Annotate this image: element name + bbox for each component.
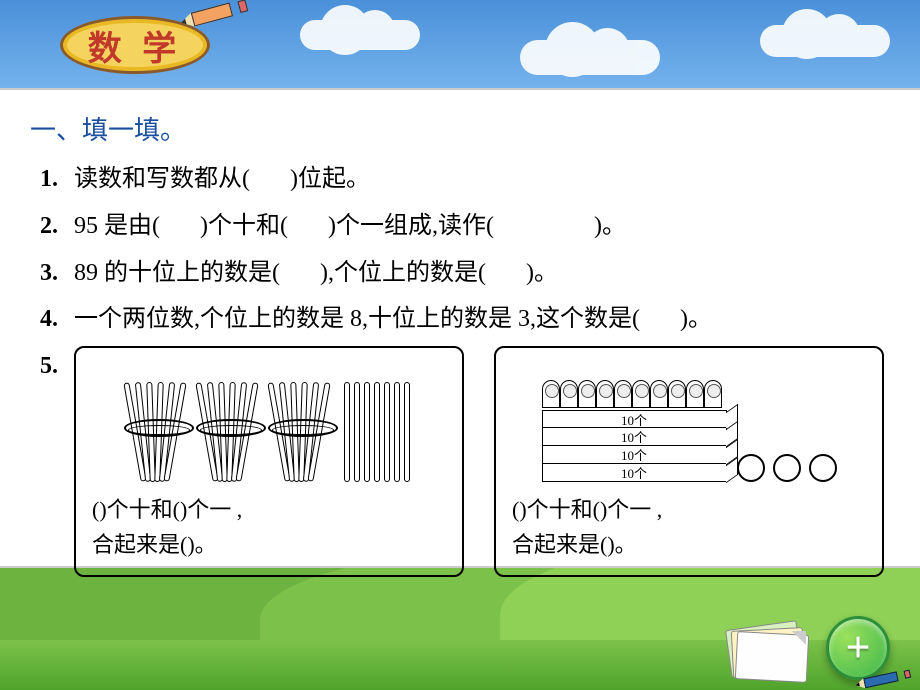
txt: )个一 , [600,497,662,522]
loose-sticks-icon [344,382,410,482]
txt: 合起来是( [92,532,187,557]
q2-d: )。 [594,213,626,239]
layer-label: 10个 [621,410,647,429]
question-number: 2. [40,206,58,247]
add-button[interactable]: + [826,616,890,680]
q3-b: ),个位上的数是( [320,260,486,286]
txt: )。 [607,532,636,557]
q2-b: )个十和( [200,213,288,239]
plus-icon: + [845,626,870,670]
layer-label: 10个 [621,463,647,482]
q2-c: )个一组成,读作( [328,213,494,239]
figure-right-line1: ()个十和()个一 , [512,492,866,527]
layer-label: 10个 [621,445,647,464]
question-1: 1. 读数和写数都从( )位起。 [30,159,890,200]
txt: )个十和( [519,497,600,522]
q2-a: 95 是由( [74,213,160,239]
question-4: 4. 一个两位数,个位上的数是 8,十位上的数是 3,这个数是( )。 [30,299,890,340]
question-number: 5. [40,346,58,387]
question-number: 1. [40,159,58,200]
papers-icon [728,625,808,680]
cloud-decor [760,25,890,57]
worksheet-panel: 一、填一填。 1. 读数和写数都从()位起。 2. 95 是由()个十和()个一… [0,88,920,568]
q4-end: )。 [680,306,712,332]
question-5-figures: ()个十和()个一 , 合起来是()。 [30,346,890,576]
bundle-icon [200,377,262,482]
figure-left-line2: 合起来是()。 [92,527,446,562]
q3-c: )。 [526,260,558,286]
question-number: 4. [40,299,58,340]
figure-left: ()个十和()个一 , 合起来是()。 [74,346,464,576]
cloud-decor [520,40,660,75]
q1-text-pre: 读数和写数都从( [74,166,250,192]
q1-text-post: )位起。 [290,166,370,192]
sticks-illustration [92,362,446,482]
q4-text: 一个两位数,个位上的数是 8,十位上的数是 3,这个数是( [74,306,640,332]
pencil-icon [179,0,241,29]
txt: )个一 , [180,497,242,522]
q3-a: 89 的十位上的数是( [74,260,280,286]
subject-title: 数 学 [88,21,183,70]
question-number: 3. [40,253,58,294]
layered-box-icon: 10个 10个 10个 10个 [542,380,727,482]
corner-widgets: + [728,616,890,680]
bundle-icon [272,377,334,482]
question-2: 2. 95 是由( )个十和( )个一组成,读作( )。 [30,206,890,247]
loose-circles-icon [737,454,837,482]
question-3: 3. 89 的十位上的数是( ),个位上的数是( )。 [30,253,890,294]
bundle-icon [128,377,190,482]
figure-right-line2: 合起来是()。 [512,527,866,562]
layer-label: 10个 [621,427,647,446]
figure-left-line1: ()个十和()个一 , [92,492,446,527]
subject-badge: 数 学 [60,10,230,80]
section-heading: 一、填一填。 [30,110,890,147]
figure-right: 10个 10个 10个 10个 ()个十和()个一 , 合起来是()。 [494,346,884,576]
cloud-decor [300,20,420,50]
txt: 合起来是( [512,532,607,557]
txt: )。 [187,532,216,557]
box-illustration: 10个 10个 10个 10个 [512,362,866,482]
txt: )个十和( [99,497,180,522]
